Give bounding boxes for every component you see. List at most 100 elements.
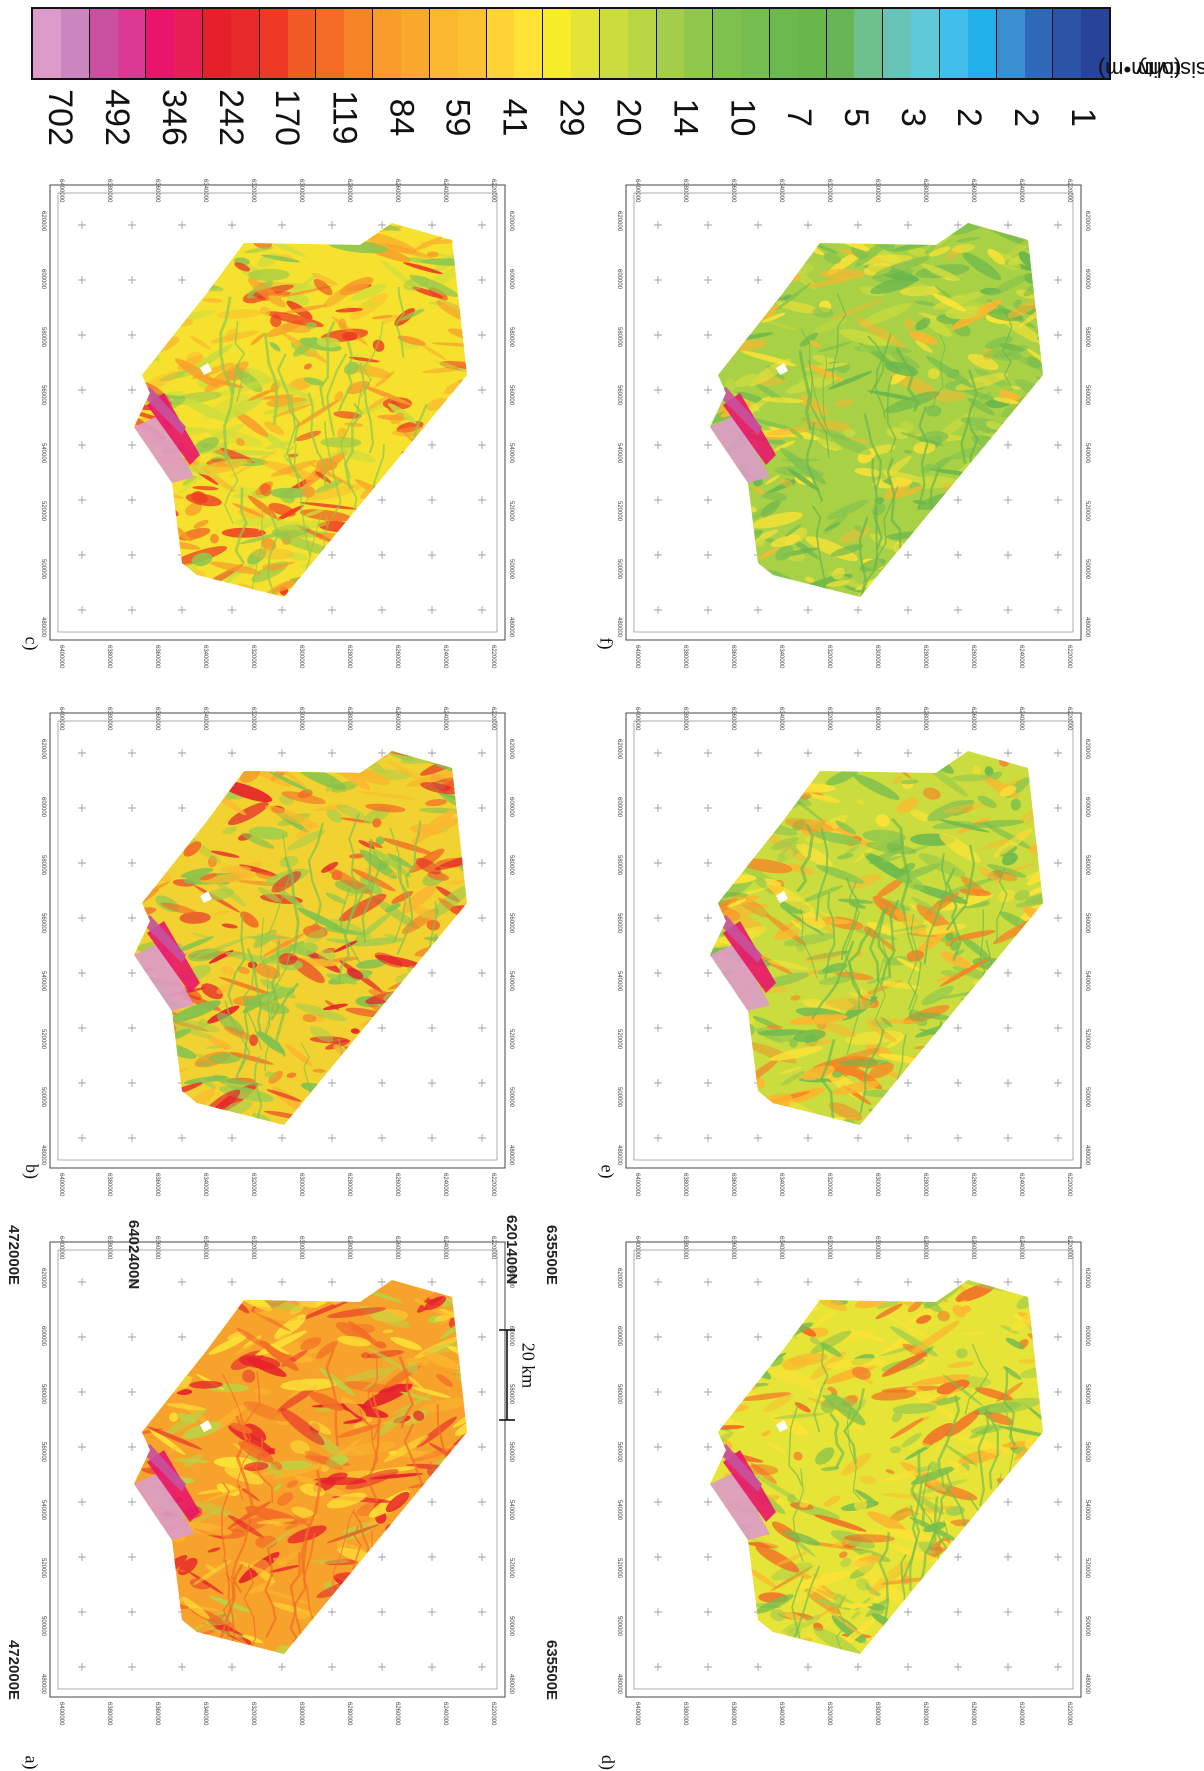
- graticule-cross: [228, 221, 236, 229]
- graticule-cross: [428, 749, 436, 757]
- texture-patch: [807, 820, 817, 826]
- texture-patch: [884, 361, 919, 377]
- graticule-cross: [704, 1333, 712, 1341]
- northing-tick-label: 6400000: [634, 1173, 640, 1197]
- texture-stroke: [307, 392, 327, 485]
- graticule-cross: [378, 1278, 386, 1286]
- texture-patch: [310, 1559, 350, 1564]
- texture-patch: [865, 1020, 898, 1043]
- graticule-cross: [378, 221, 386, 229]
- texture-patch: [940, 951, 971, 969]
- graticule-cross: [328, 1134, 336, 1142]
- texture-stroke: [846, 1406, 862, 1502]
- texture-stroke: [222, 1572, 234, 1639]
- texture-patch: [400, 308, 425, 321]
- texture-patch: [232, 502, 265, 518]
- texture-patch: [813, 1627, 862, 1654]
- map-panel-e: 6400000 6400000 6380000 6380000 6360000 63600…: [597, 693, 1106, 1197]
- texture-patch: [406, 1362, 419, 1374]
- texture-patch: [411, 1386, 452, 1399]
- texture-patch: [781, 1357, 810, 1371]
- graticule-cross: [78, 1663, 86, 1671]
- texture-patch: [202, 298, 223, 303]
- colorbar-tick-label: 84: [370, 84, 430, 150]
- graticule-cross: [704, 1553, 712, 1561]
- texture-patch: [424, 1296, 447, 1311]
- northing-tick-label: 6280000: [922, 707, 928, 731]
- graticule-cross: [478, 1079, 486, 1087]
- texture-patch: [181, 397, 231, 423]
- texture-patch: [988, 1397, 1042, 1414]
- texture-patch: [1002, 852, 1018, 866]
- graticule-cross: [78, 914, 86, 922]
- graticule-cross: [1054, 1134, 1062, 1142]
- texture-stroke: [224, 1559, 236, 1654]
- colorbar-swatch: [940, 9, 997, 78]
- texture-patch: [907, 1506, 955, 1526]
- graticule-cross: [804, 749, 812, 757]
- scale-bar: 20 km: [497, 1320, 538, 1430]
- graticule-cross: [428, 1663, 436, 1671]
- high-resistivity-zone: [134, 943, 194, 1011]
- texture-patch: [735, 373, 759, 387]
- texture-patch: [372, 818, 382, 828]
- texture-patch: [757, 1029, 807, 1036]
- texture-stroke: [337, 340, 354, 412]
- texture-patch: [221, 527, 266, 538]
- resistivity-colorbar: [31, 7, 1111, 80]
- panel-label: f): [596, 637, 617, 650]
- colorbar-swatch: [826, 9, 884, 78]
- northing-tick-label: 6300000: [298, 179, 304, 203]
- texture-patch: [265, 319, 304, 338]
- texture-stroke: [903, 912, 922, 1010]
- colorbar-title: Resistivity(ohm•m): [1097, 10, 1204, 130]
- colorbar-swatch-half: [486, 9, 515, 78]
- graticule-cross: [478, 496, 486, 504]
- graticule-cross: [704, 1278, 712, 1286]
- colorbar-swatch: [33, 9, 90, 78]
- graticule-cross: [954, 1553, 962, 1561]
- colorbar-tick-label: 59: [427, 84, 487, 150]
- northing-tick-label: 6320000: [826, 1702, 832, 1726]
- easting-tick-label: 540000: [616, 1500, 622, 1521]
- texture-patch: [972, 765, 981, 777]
- texture-stroke: [234, 487, 248, 565]
- texture-patch: [911, 1374, 971, 1386]
- texture-patch: [779, 479, 793, 487]
- graticule-cross: [78, 1079, 86, 1087]
- texture-patch: [927, 800, 969, 822]
- texture-patch: [943, 803, 987, 814]
- panel-a-corner-label: 635500E: [543, 1640, 560, 1701]
- texture-patch: [426, 397, 448, 411]
- texture-patch: [778, 1066, 803, 1075]
- texture-patch: [374, 952, 404, 968]
- texture-patch: [763, 878, 782, 886]
- map-f-svg: 6400000 6400000 6380000 6380000 6360000 63600…: [616, 179, 1090, 669]
- easting-tick-label: 580000: [1084, 855, 1090, 876]
- texture-patch: [871, 1389, 917, 1401]
- texture-stroke: [331, 1508, 355, 1596]
- texture-patch: [237, 966, 250, 974]
- northing-tick-label: 6220000: [490, 1702, 496, 1726]
- texture-patch: [984, 1411, 1014, 1426]
- texture-patch: [829, 1611, 862, 1636]
- graticule-cross: [1054, 441, 1062, 449]
- texture-patch: [294, 1003, 347, 1022]
- texture-patch: [272, 1463, 323, 1479]
- texture-patch: [268, 1070, 283, 1084]
- texture-patch: [919, 1012, 952, 1020]
- colorbar-tick-label: 3: [882, 84, 942, 150]
- texture-patch: [200, 872, 257, 884]
- texture-patch: [915, 317, 931, 331]
- texture-patch: [257, 1031, 285, 1054]
- northing-tick-label: 6320000: [826, 1236, 832, 1260]
- texture-stroke: [964, 1343, 989, 1415]
- northing-tick-label: 6260000: [970, 1236, 976, 1260]
- colorbar-swatch: [1053, 9, 1110, 78]
- texture-patch: [900, 862, 916, 874]
- texture-patch: [381, 314, 399, 324]
- easting-tick-label: 540000: [40, 443, 46, 464]
- panel-a-corner-label: 635500E: [543, 1225, 560, 1286]
- high-resistivity-zone: [140, 915, 186, 963]
- texture-patch: [798, 394, 829, 416]
